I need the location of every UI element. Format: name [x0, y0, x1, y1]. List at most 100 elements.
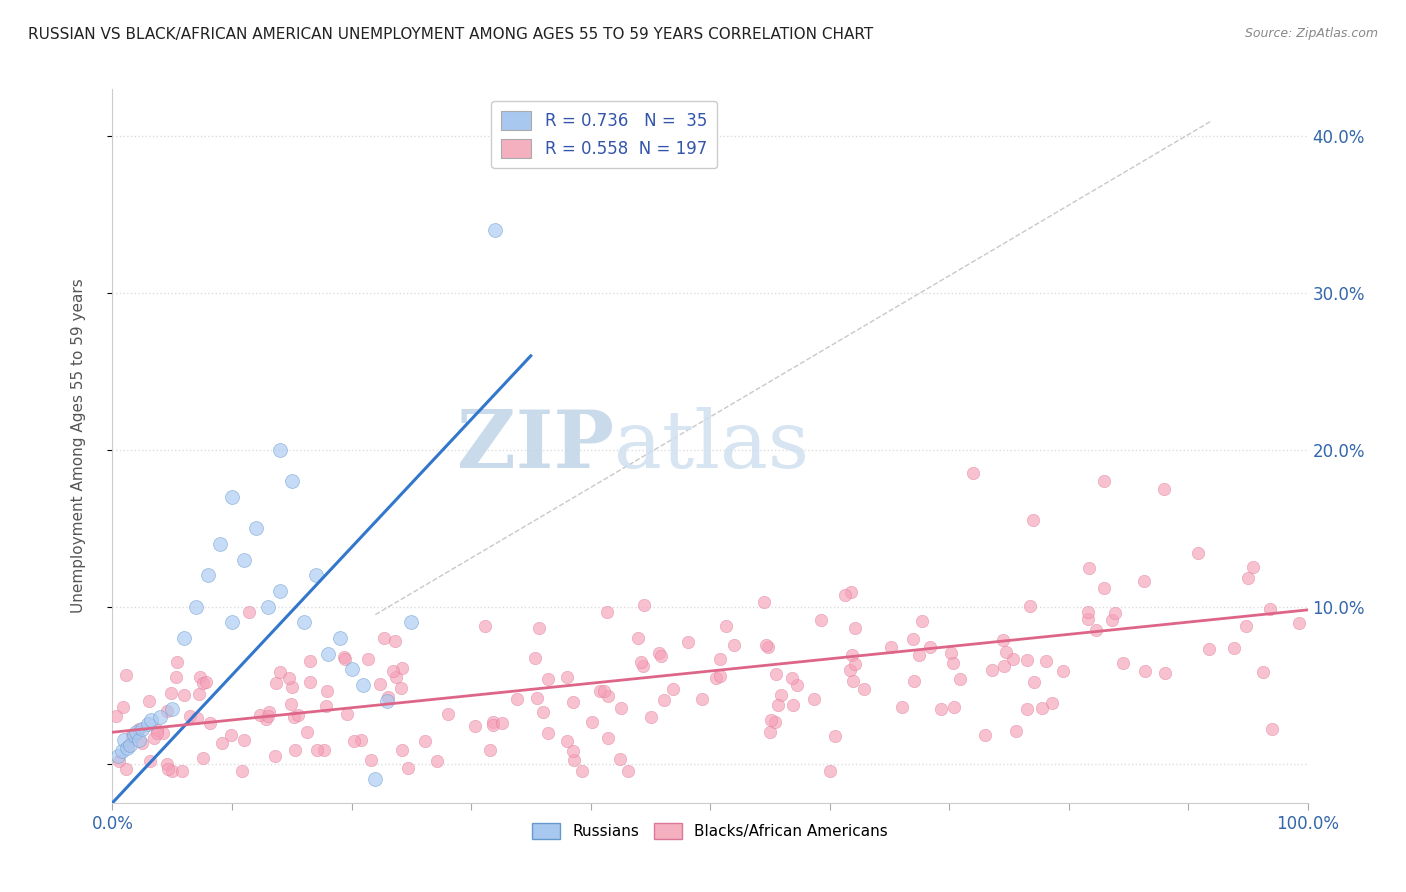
Text: RUSSIAN VS BLACK/AFRICAN AMERICAN UNEMPLOYMENT AMONG AGES 55 TO 59 YEARS CORRELA: RUSSIAN VS BLACK/AFRICAN AMERICAN UNEMPL… [28, 27, 873, 42]
Point [596, 731, 619, 745]
Point [1101, 613, 1123, 627]
Point [803, 692, 825, 706]
Point [1133, 664, 1156, 678]
Point [537, 726, 560, 740]
Point [1251, 665, 1274, 679]
Point [1084, 623, 1107, 637]
Point [782, 698, 804, 713]
Point [918, 640, 941, 654]
Point [557, 734, 579, 748]
Point [592, 684, 614, 698]
Point [723, 638, 745, 652]
Point [537, 672, 560, 686]
Point [633, 598, 655, 612]
Point [562, 744, 585, 758]
Point [755, 639, 778, 653]
Point [756, 640, 779, 655]
Point [139, 713, 162, 727]
Point [111, 699, 134, 714]
Point [166, 655, 188, 669]
Point [385, 670, 408, 684]
Point [312, 743, 335, 757]
Point [853, 682, 876, 697]
Point [1153, 482, 1175, 496]
Point [1133, 574, 1156, 588]
Point [824, 729, 846, 743]
Point [1015, 653, 1038, 667]
Point [763, 714, 786, 729]
Point [160, 764, 183, 779]
Point [484, 223, 506, 237]
Point [360, 753, 382, 767]
Point [186, 711, 208, 725]
Point [264, 676, 287, 690]
Text: atlas: atlas [614, 407, 810, 485]
Point [284, 743, 307, 757]
Point [911, 614, 934, 628]
Point [844, 657, 866, 672]
Point [156, 704, 179, 718]
Point [482, 718, 505, 732]
Point [1094, 475, 1116, 489]
Point [648, 646, 671, 660]
Point [278, 671, 301, 685]
Point [993, 659, 1015, 673]
Point [589, 683, 612, 698]
Point [373, 631, 395, 645]
Point [841, 648, 863, 662]
Point [128, 733, 150, 747]
Point [1198, 642, 1220, 657]
Point [138, 694, 160, 708]
Point [343, 733, 366, 747]
Point [128, 722, 150, 736]
Point [305, 568, 328, 582]
Point [193, 751, 215, 765]
Point [766, 698, 789, 713]
Point [287, 707, 309, 722]
Point [152, 726, 174, 740]
Point [661, 681, 683, 696]
Point [401, 615, 423, 630]
Point [377, 690, 399, 704]
Point [709, 652, 731, 666]
Point [640, 710, 662, 724]
Point [903, 673, 925, 688]
Point [156, 757, 179, 772]
Point [280, 697, 302, 711]
Point [844, 621, 866, 635]
Point [765, 667, 787, 681]
Point [160, 686, 183, 700]
Point [146, 723, 169, 737]
Point [257, 599, 280, 614]
Point [1022, 514, 1045, 528]
Point [1288, 615, 1310, 630]
Point [991, 633, 1014, 648]
Point [474, 618, 496, 632]
Point [1261, 722, 1284, 736]
Point [259, 705, 281, 719]
Point [652, 692, 675, 706]
Point [780, 671, 803, 685]
Text: Source: ZipAtlas.com: Source: ZipAtlas.com [1244, 27, 1378, 40]
Point [188, 687, 211, 701]
Point [437, 706, 460, 721]
Point [188, 670, 211, 684]
Point [162, 702, 183, 716]
Point [929, 702, 952, 716]
Point [114, 733, 135, 747]
Point [839, 585, 862, 599]
Point [581, 714, 603, 729]
Point [1154, 665, 1177, 680]
Point [231, 764, 253, 779]
Point [617, 764, 640, 779]
Point [1005, 724, 1028, 739]
Point [626, 632, 648, 646]
Point [305, 743, 328, 757]
Point [197, 568, 219, 582]
Point [810, 613, 832, 627]
Point [336, 707, 359, 722]
Point [464, 719, 486, 733]
Point [974, 728, 997, 742]
Point [292, 615, 315, 630]
Point [333, 651, 356, 665]
